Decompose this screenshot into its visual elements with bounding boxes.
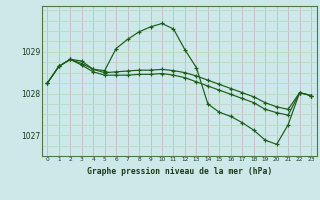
X-axis label: Graphe pression niveau de la mer (hPa): Graphe pression niveau de la mer (hPa)	[87, 167, 272, 176]
